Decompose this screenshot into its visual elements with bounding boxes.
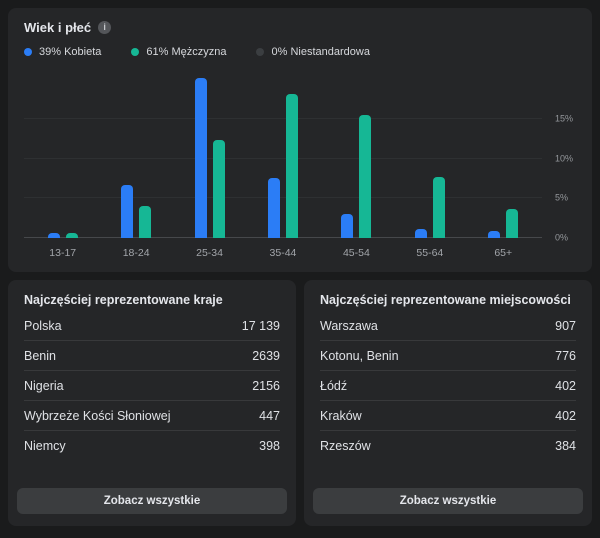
- table-row: Wybrzeże Kości Słoniowej 447: [24, 401, 280, 431]
- bar-group-65+: [467, 72, 540, 238]
- cities-card: Najczęściej reprezentowane miejscowości …: [304, 280, 592, 526]
- y-tick-label: 5%: [555, 192, 569, 203]
- legend-item-mezczyzna: 61% Mężczyzna: [131, 46, 226, 58]
- country-name: Wybrzeże Kości Słoniowej: [24, 408, 171, 423]
- table-row: Polska 17 139: [24, 311, 280, 341]
- bar-mężczyzna-25-34: [212, 139, 225, 238]
- bar-group-45-54: [320, 72, 393, 238]
- legend-label-mezczyzna: 61% Mężczyzna: [146, 46, 227, 58]
- bar-kobieta-45-54: [341, 214, 354, 238]
- country-count: 447: [259, 408, 280, 423]
- gridline: [24, 197, 542, 199]
- x-axis-label: 25-34: [196, 247, 223, 259]
- bar-kobieta-65+: [488, 230, 501, 238]
- country-name: Nigeria: [24, 378, 64, 393]
- y-tick-label: 10%: [555, 153, 574, 164]
- age-gender-title: Wiek i płeć: [24, 20, 92, 35]
- city-name: Warszawa: [320, 318, 378, 333]
- x-axis-label: 45-54: [342, 247, 370, 259]
- bar-mężczyzna-65+: [506, 208, 519, 238]
- x-axis-labels: 13-17 18-24 25-34 35-44 45-54 55-64 65+: [24, 247, 542, 259]
- gridline: [24, 118, 542, 120]
- table-row: Rzeszów 384: [320, 431, 576, 461]
- table-row: Łódź 402: [320, 371, 576, 401]
- city-name: Kotonu, Benin: [320, 348, 399, 363]
- y-axis: 0% 5% 10% 15%: [542, 72, 578, 242]
- bar-mężczyzna-35-44: [285, 94, 298, 238]
- cities-title: Najczęściej reprezentowane miejscowości: [320, 293, 571, 307]
- x-axis-label: 55-64: [416, 247, 444, 259]
- plot-area: [24, 72, 542, 238]
- info-icon[interactable]: i: [98, 21, 112, 34]
- bar-kobieta-13-17: [47, 233, 60, 238]
- bar-mężczyzna-13-17: [65, 233, 78, 238]
- see-all-cities-button[interactable]: Zobacz wszystkie: [313, 488, 583, 514]
- x-axis-label: 65+: [494, 247, 513, 259]
- x-axis-line: [24, 237, 542, 238]
- table-row: Kraków 402: [320, 401, 576, 431]
- country-count: 17 139: [241, 318, 280, 333]
- x-axis-label: 13-17: [49, 247, 77, 259]
- table-row: Niemcy 398: [24, 431, 280, 461]
- bar-group-55-64: [393, 72, 466, 238]
- table-row: Kotonu, Benin 776: [320, 341, 576, 371]
- bar-mężczyzna-18-24: [139, 206, 152, 238]
- age-gender-card: Wiek i płeć i 39% Kobieta 61% Mężczyzna …: [8, 8, 592, 272]
- legend-label-niestandardowa: 0% Niestandardowa: [271, 46, 370, 58]
- country-name: Benin: [24, 348, 56, 363]
- bar-mężczyzna-55-64: [432, 177, 445, 238]
- city-name: Rzeszów: [320, 439, 371, 453]
- legend-dot-kobieta: [24, 48, 32, 56]
- y-tick-label: 0%: [555, 232, 569, 243]
- bar-mężczyzna-45-54: [359, 115, 372, 238]
- bar-kobieta-35-44: [267, 177, 280, 238]
- age-gender-header: Wiek i płeć i: [24, 20, 578, 35]
- table-row: Nigeria 2156: [24, 371, 280, 401]
- x-axis-label: 18-24: [122, 247, 150, 259]
- legend-item-niestandardowa: 0% Niestandardowa: [256, 46, 370, 58]
- chart-legend: 39% Kobieta 61% Mężczyzna 0% Niestandard…: [24, 46, 578, 58]
- bar-kobieta-18-24: [121, 185, 134, 238]
- countries-card: Najczęściej reprezentowane kraje Polska …: [8, 280, 296, 526]
- city-count: 776: [555, 348, 576, 363]
- legend-dot-niestandardowa: [256, 48, 265, 56]
- city-name: Łódź: [320, 378, 348, 393]
- city-count: 402: [555, 408, 576, 423]
- legend-item-kobieta: 39% Kobieta: [24, 46, 101, 58]
- table-row: Benin 2639: [24, 341, 280, 371]
- bar-kobieta-25-34: [194, 78, 207, 238]
- city-count: 907: [555, 318, 576, 333]
- country-count: 398: [259, 439, 280, 453]
- bar-group-18-24: [99, 72, 172, 238]
- bar-kobieta-55-64: [414, 229, 427, 238]
- bar-group-13-17: [26, 72, 99, 238]
- bar-group-35-44: [246, 72, 319, 238]
- city-name: Kraków: [320, 408, 362, 423]
- country-count: 2639: [252, 348, 280, 363]
- countries-title: Najczęściej reprezentowane kraje: [24, 293, 223, 307]
- country-name: Polska: [24, 318, 62, 333]
- city-count: 384: [555, 439, 576, 453]
- bar-group-25-34: [173, 72, 246, 238]
- city-count: 402: [555, 378, 576, 393]
- table-row: Warszawa 907: [320, 311, 576, 341]
- legend-dot-mezczyzna: [131, 48, 140, 56]
- country-count: 2156: [252, 378, 280, 393]
- age-gender-chart: 13-17 18-24 25-34 35-44 45-54 55-64 65+ 0% 5% 10…: [24, 72, 578, 259]
- bar-groups: [24, 72, 542, 238]
- gridline: [24, 157, 542, 159]
- see-all-countries-button[interactable]: Zobacz wszystkie: [17, 488, 287, 514]
- x-axis-label: 35-44: [269, 247, 297, 259]
- lists-row: Najczęściej reprezentowane kraje Polska …: [8, 280, 592, 526]
- y-tick-label: 15%: [555, 113, 574, 124]
- country-name: Niemcy: [24, 439, 66, 453]
- legend-label-kobieta: 39% Kobieta: [39, 46, 102, 58]
